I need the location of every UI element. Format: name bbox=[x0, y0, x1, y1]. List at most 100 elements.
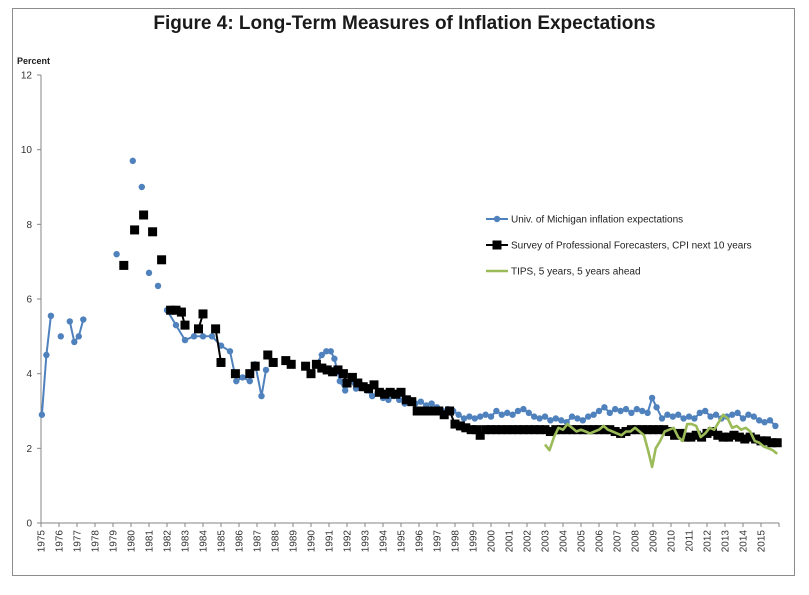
data-point bbox=[756, 417, 763, 424]
data-point bbox=[482, 411, 489, 418]
data-point bbox=[317, 363, 327, 373]
data-point bbox=[637, 425, 647, 435]
data-point bbox=[612, 405, 619, 413]
x-tick-label: 2003 bbox=[541, 530, 552, 553]
data-point bbox=[772, 422, 779, 430]
data-point bbox=[628, 409, 635, 417]
legend-entry-2: TIPS, 5 years, 5 years ahead bbox=[486, 267, 641, 278]
x-tick-label: 1985 bbox=[217, 530, 228, 553]
data-point bbox=[669, 413, 676, 420]
data-point bbox=[707, 427, 717, 437]
data-point bbox=[172, 321, 180, 329]
data-point bbox=[541, 413, 549, 420]
data-point bbox=[336, 377, 343, 385]
x-tick-label: 1978 bbox=[91, 530, 102, 553]
data-point bbox=[599, 425, 609, 435]
data-point bbox=[772, 438, 782, 448]
data-point bbox=[475, 430, 485, 440]
data-point bbox=[702, 428, 712, 438]
data-point bbox=[514, 407, 522, 415]
x-tick-label: 2004 bbox=[559, 530, 570, 553]
data-point bbox=[245, 369, 255, 379]
data-point bbox=[579, 417, 586, 424]
x-tick-label: 1994 bbox=[379, 530, 390, 553]
data-point bbox=[606, 409, 613, 417]
data-point bbox=[766, 417, 774, 424]
legend-swatch-marker bbox=[492, 240, 502, 250]
data-point bbox=[536, 415, 543, 422]
data-point bbox=[333, 365, 343, 375]
x-tick-label: 2008 bbox=[631, 530, 642, 553]
data-point bbox=[659, 425, 669, 435]
data-point bbox=[338, 369, 348, 379]
data-point bbox=[504, 409, 511, 417]
data-point bbox=[380, 389, 390, 399]
data-point bbox=[281, 356, 291, 366]
data-point bbox=[734, 432, 744, 442]
data-point bbox=[130, 225, 140, 235]
data-point bbox=[767, 438, 777, 448]
x-tick-label: 2002 bbox=[523, 530, 534, 553]
x-tick-label: 2013 bbox=[721, 530, 732, 553]
data-point bbox=[358, 382, 368, 392]
series-line bbox=[543, 413, 779, 469]
data-point bbox=[38, 411, 46, 418]
data-point bbox=[750, 413, 757, 420]
data-point bbox=[712, 411, 720, 418]
data-point bbox=[639, 407, 646, 415]
x-tick-label: 2015 bbox=[757, 530, 768, 553]
data-point bbox=[552, 415, 559, 422]
data-point bbox=[157, 255, 167, 265]
x-tick-label: 2007 bbox=[613, 530, 624, 553]
data-point bbox=[691, 415, 698, 422]
x-tick-label: 2000 bbox=[487, 530, 498, 553]
data-point bbox=[369, 392, 376, 400]
data-point bbox=[239, 374, 246, 381]
data-point bbox=[653, 404, 660, 411]
legend-entry-0: Univ. of Michigan inflation expectations bbox=[486, 215, 683, 226]
data-point bbox=[675, 428, 685, 438]
data-point bbox=[648, 425, 658, 435]
legend: Univ. of Michigan inflation expectations… bbox=[486, 215, 752, 278]
data-point bbox=[739, 415, 747, 422]
y-tick-label: 8 bbox=[26, 220, 32, 231]
data-point bbox=[481, 425, 491, 435]
data-point bbox=[486, 425, 496, 435]
data-point bbox=[342, 387, 349, 394]
data-point bbox=[71, 338, 78, 346]
legend-label: Univ. of Michigan inflation expectations bbox=[511, 215, 683, 226]
chart-frame bbox=[12, 8, 795, 576]
data-point bbox=[502, 425, 512, 435]
data-point bbox=[450, 419, 460, 429]
data-point bbox=[529, 425, 539, 435]
data-point bbox=[595, 407, 603, 415]
data-point bbox=[461, 423, 471, 433]
data-point bbox=[745, 432, 755, 442]
data-point bbox=[691, 430, 701, 440]
data-point bbox=[583, 425, 593, 435]
data-point bbox=[113, 251, 120, 258]
y-tick-label: 2 bbox=[26, 444, 32, 455]
data-point bbox=[622, 405, 630, 413]
series-line bbox=[214, 328, 222, 363]
data-point bbox=[761, 436, 771, 446]
data-point bbox=[75, 333, 83, 340]
data-point bbox=[181, 336, 189, 344]
data-point bbox=[477, 413, 484, 420]
data-point bbox=[497, 425, 507, 435]
series-line bbox=[40, 315, 52, 415]
legend-entry-1: Survey of Professional Forecasters, CPI … bbox=[486, 240, 752, 252]
data-point bbox=[190, 333, 198, 340]
data-point bbox=[226, 348, 234, 355]
data-point bbox=[246, 377, 253, 385]
data-point bbox=[322, 365, 332, 375]
data-point bbox=[306, 369, 316, 379]
data-point bbox=[428, 400, 435, 407]
x-tick-label: 1984 bbox=[199, 530, 210, 553]
x-tick-label: 1975 bbox=[37, 530, 48, 553]
data-point bbox=[540, 425, 550, 435]
x-tick-label: 1989 bbox=[289, 530, 300, 553]
data-point bbox=[318, 351, 325, 359]
data-point bbox=[138, 183, 145, 191]
data-point bbox=[374, 387, 384, 397]
